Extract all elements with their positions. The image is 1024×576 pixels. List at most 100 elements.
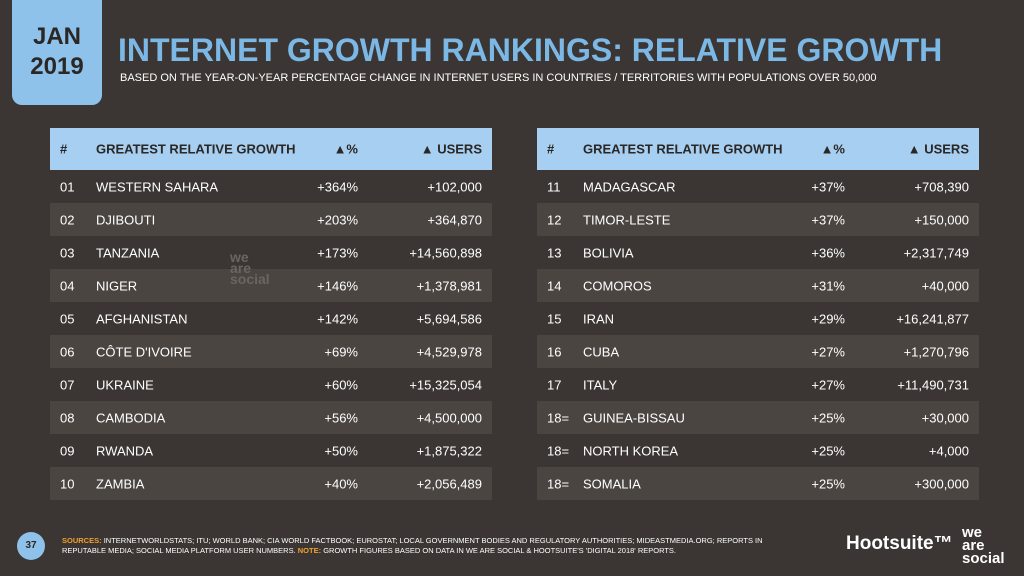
table-cell: +29% [811, 311, 845, 326]
table-cell: 18= [547, 443, 570, 458]
table-row: 15 IRAN +29% +16,241,877 [537, 302, 979, 335]
table-cell: 16 [547, 344, 562, 359]
table-cell: 12 [547, 212, 562, 227]
table-cell: IRAN [583, 311, 615, 326]
table-cell: +36% [811, 245, 845, 260]
table-cell: +25% [811, 443, 845, 458]
table-cell: +11,490,731 [897, 377, 969, 392]
table-cell: +69% [324, 344, 358, 359]
table-row: 02 DJIBOUTI +203% +364,870 [50, 203, 492, 236]
table-cell: CUBA [583, 344, 620, 359]
table-cell: 14 [547, 278, 562, 293]
table-cell: +16,241,877 [896, 311, 969, 326]
table-cell: 08 [60, 410, 75, 425]
table-cell: +15,325,054 [409, 377, 482, 392]
table-cell: UKRAINE [96, 377, 154, 392]
sources: SOURCES: INTERNETWORLDSTATS; ITU; WORLD … [62, 536, 782, 556]
ranking-table: # GREATEST RELATIVE GROWTH ▲% ▲ USERS 01 WEST… [50, 128, 492, 500]
table-cell: 04 [60, 278, 75, 293]
table-row: 06 CÔTE D'IVOIRE +69% +4,529,978 [50, 335, 492, 368]
table-cell: +708,390 [914, 179, 969, 194]
table-cell: +5,694,586 [416, 311, 482, 326]
table-row: 16 CUBA +27% +1,270,796 [537, 335, 979, 368]
logo-word: are [962, 537, 985, 554]
table-cell: 02 [60, 212, 75, 227]
table-row: 03 TANZANIA +173% +14,560,898 [50, 236, 492, 269]
table-cell: +1,378,981 [416, 278, 482, 293]
table-cell: NIGER [96, 278, 138, 293]
table-cell: +150,000 [914, 212, 969, 227]
hootsuite-logo: Hootsuite™ [846, 533, 953, 554]
table-cell: 18= [547, 476, 570, 491]
table-row: 07 UKRAINE +60% +15,325,054 [50, 368, 492, 401]
table-row: 09 RWANDA +50% +1,875,322 [50, 434, 492, 467]
watermark-word: social [230, 271, 270, 287]
table-row: 17 ITALY +27% +11,490,731 [537, 368, 979, 401]
table-cell: +31% [811, 278, 845, 293]
table-cell: +2,056,489 [416, 476, 482, 491]
table-cell: +364% [317, 179, 358, 194]
table-cell: 17 [547, 377, 562, 392]
table-row: 01 WESTERN SAHARA +364% +102,000 [50, 170, 492, 203]
watermark-word: are [230, 260, 252, 276]
table-cell: +142% [317, 311, 358, 326]
table-cell: +40% [324, 476, 358, 491]
badge-year: 2019 [30, 53, 84, 80]
table-cell: +56% [324, 410, 358, 425]
date-badge: JAN 2019 [12, 0, 102, 105]
column-header: ▲% [333, 141, 358, 157]
badge-month: JAN [32, 23, 81, 50]
table-cell: BOLIVIA [583, 245, 634, 260]
table-row: 18= SOMALIA +25% +300,000 [537, 467, 979, 500]
table-row: 05 AFGHANISTAN +142% +5,694,586 [50, 302, 492, 335]
table-cell: +2,317,749 [903, 245, 969, 260]
table-cell: +4,000 [928, 443, 969, 458]
table-cell: 05 [60, 311, 75, 326]
table-cell: 11 [547, 179, 561, 194]
table-cell: +50% [324, 443, 358, 458]
table-cell: +364,870 [427, 212, 482, 227]
table-cell: RWANDA [96, 443, 154, 458]
table-cell: DJIBOUTI [96, 212, 156, 227]
we-are-social-logo: we are social [962, 524, 1005, 567]
table-row: 04 NIGER +146% +1,378,981 [50, 269, 492, 302]
header-row: # GREATEST RELATIVE GROWTH ▲% ▲ USERS [50, 128, 492, 170]
logo-word: social [962, 550, 1005, 567]
watermark: we are social [230, 250, 270, 287]
table-cell: +60% [324, 377, 358, 392]
table-cell: +25% [811, 410, 845, 425]
logo-word: we [962, 524, 983, 541]
subtitle: BASED ON THE YEAR-ON-YEAR PERCENTAGE CHA… [120, 72, 877, 84]
table-cell: +173% [317, 245, 358, 260]
table-cell: +146% [317, 278, 358, 293]
table-cell: +40,000 [921, 278, 969, 293]
table-cell: +203% [317, 212, 358, 227]
column-header: # [60, 141, 68, 157]
table-cell: WESTERN SAHARA [96, 179, 219, 194]
table-cell: NORTH KOREA [583, 443, 679, 458]
table-cell: 10 [60, 476, 75, 491]
column-header: ▲ USERS [907, 141, 969, 157]
table-cell: +27% [811, 344, 845, 359]
ranking-table: # GREATEST RELATIVE GROWTH ▲% ▲ USERS 11 MADA… [537, 128, 979, 500]
note-label: NOTE: [297, 546, 322, 555]
table-cell: MADAGASCAR [583, 179, 676, 194]
title: INTERNET GROWTH RANKINGS: RELATIVE GROWT… [118, 32, 943, 68]
table-row: 18= GUINEA-BISSAU +25% +30,000 [537, 401, 979, 434]
column-header: ▲ USERS [420, 141, 482, 157]
table-cell: COMOROS [583, 278, 652, 293]
table-row: 14 COMOROS +31% +40,000 [537, 269, 979, 302]
table-cell: TIMOR-LESTE [583, 212, 671, 227]
table-cell: +14,560,898 [409, 245, 482, 260]
table-cell: 09 [60, 443, 75, 458]
table-row: 13 BOLIVIA +36% +2,317,749 [537, 236, 979, 269]
column-header: # [547, 141, 555, 157]
table-row: 08 CAMBODIA +56% +4,500,000 [50, 401, 492, 434]
table-row: 12 TIMOR-LESTE +37% +150,000 [537, 203, 979, 236]
table-cell: +1,875,322 [416, 443, 482, 458]
table-cell: +4,529,978 [416, 344, 482, 359]
table-row: 18= NORTH KOREA +25% +4,000 [537, 434, 979, 467]
column-header: GREATEST RELATIVE GROWTH [96, 141, 296, 157]
table-cell: +102,000 [427, 179, 482, 194]
